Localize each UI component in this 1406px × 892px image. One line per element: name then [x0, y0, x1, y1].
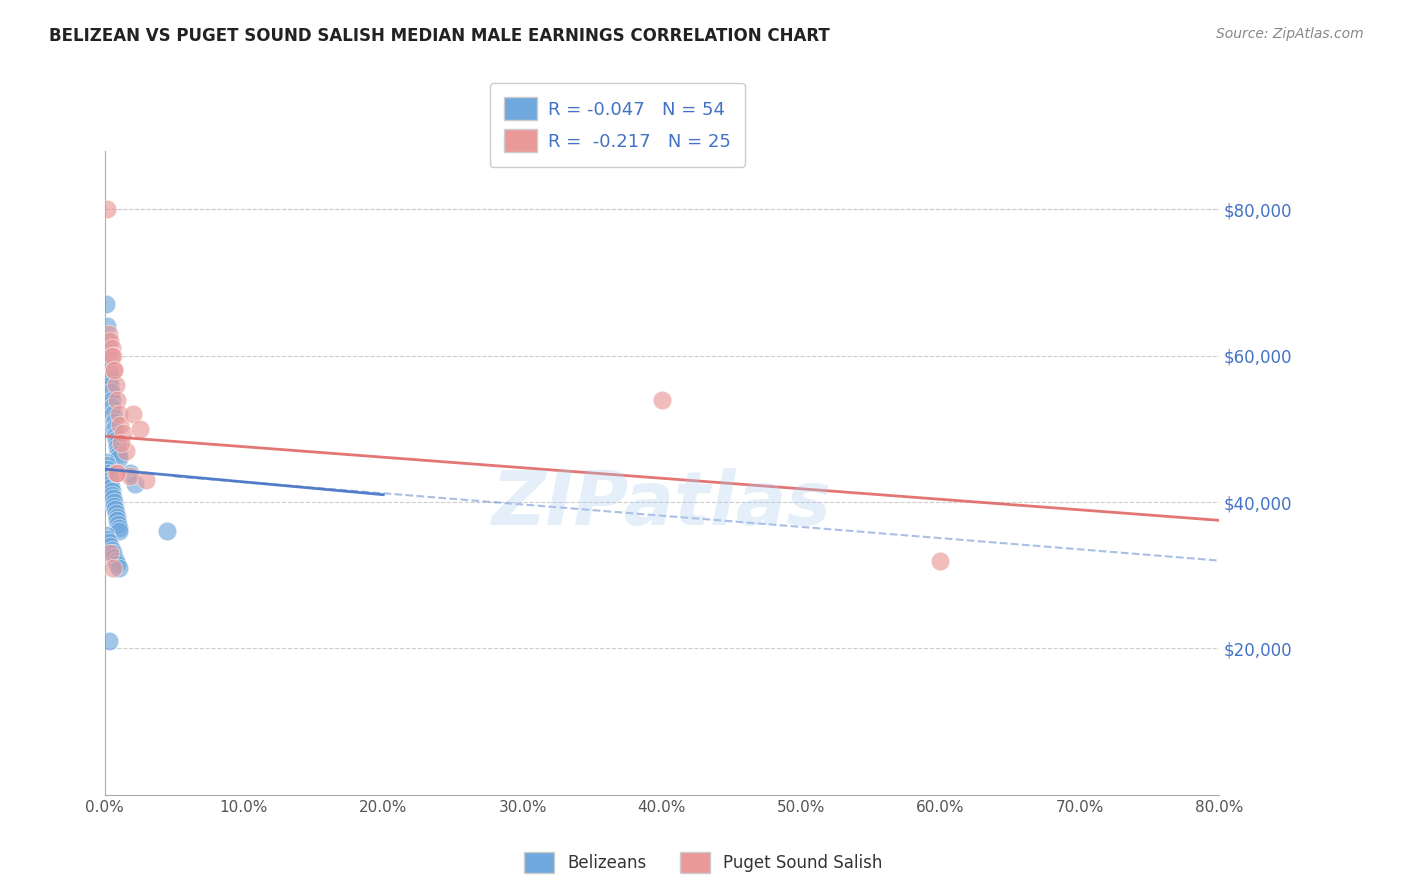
Point	[103, 422, 125, 436]
Point	[98, 546, 121, 560]
Point	[104, 502, 127, 516]
Point	[105, 558, 128, 572]
Point	[97, 326, 120, 341]
Point	[100, 542, 122, 557]
Point	[96, 532, 118, 546]
Point	[100, 385, 122, 400]
Point	[98, 539, 121, 553]
Point	[100, 342, 122, 356]
Point	[111, 425, 134, 440]
Point	[94, 455, 117, 469]
Point	[103, 415, 125, 429]
Point	[104, 553, 127, 567]
Point	[105, 509, 128, 524]
Point	[96, 319, 118, 334]
Point	[104, 429, 127, 443]
Point	[97, 535, 120, 549]
Point	[97, 466, 120, 480]
Point	[98, 473, 121, 487]
Point	[101, 400, 124, 414]
Point	[107, 521, 129, 535]
Text: ZIPatlas: ZIPatlas	[492, 468, 832, 541]
Point	[103, 549, 125, 564]
Point	[105, 440, 128, 454]
Point	[101, 546, 124, 560]
Point	[104, 506, 127, 520]
Point	[97, 634, 120, 648]
Point	[108, 451, 131, 466]
Legend: Belizeans, Puget Sound Salish: Belizeans, Puget Sound Salish	[517, 846, 889, 880]
Text: BELIZEAN VS PUGET SOUND SALISH MEDIAN MALE EARNINGS CORRELATION CHART: BELIZEAN VS PUGET SOUND SALISH MEDIAN MA…	[49, 27, 830, 45]
Point	[100, 392, 122, 407]
Point	[100, 484, 122, 499]
Point	[103, 495, 125, 509]
Point	[101, 488, 124, 502]
Point	[100, 480, 122, 494]
Point	[135, 473, 157, 487]
Point	[156, 524, 179, 539]
Point	[94, 528, 117, 542]
Point	[101, 561, 124, 575]
Point	[96, 462, 118, 476]
Point	[98, 476, 121, 491]
Point	[104, 466, 127, 480]
Point	[98, 334, 121, 348]
Point	[97, 469, 120, 483]
Point	[100, 349, 122, 363]
Legend: R = -0.047   N = 54, R =  -0.217   N = 25: R = -0.047 N = 54, R = -0.217 N = 25	[489, 83, 745, 167]
Text: Source: ZipAtlas.com: Source: ZipAtlas.com	[1216, 27, 1364, 41]
Point	[121, 407, 143, 421]
Point	[104, 433, 127, 447]
Point	[107, 407, 129, 421]
Point	[101, 491, 124, 506]
Point	[98, 370, 121, 384]
Point	[128, 422, 150, 436]
Point	[107, 443, 129, 458]
Point	[94, 297, 117, 311]
Point	[105, 513, 128, 527]
Point	[114, 443, 136, 458]
Point	[104, 378, 127, 392]
Point	[107, 448, 129, 462]
Point	[107, 561, 129, 575]
Point	[118, 469, 141, 483]
Point	[110, 436, 132, 450]
Point	[929, 553, 952, 567]
Point	[651, 392, 673, 407]
Point	[108, 418, 131, 433]
Point	[105, 436, 128, 450]
Point	[96, 202, 118, 217]
Point	[98, 378, 121, 392]
Point	[96, 458, 118, 473]
Point	[96, 334, 118, 348]
Point	[105, 466, 128, 480]
Point	[103, 499, 125, 513]
Point	[103, 363, 125, 377]
Point	[97, 363, 120, 377]
Point	[97, 349, 120, 363]
Point	[101, 349, 124, 363]
Point	[101, 407, 124, 421]
Point	[107, 516, 129, 531]
Point	[124, 476, 146, 491]
Point	[108, 524, 131, 539]
Point	[105, 392, 128, 407]
Point	[118, 466, 141, 480]
Point	[103, 363, 125, 377]
